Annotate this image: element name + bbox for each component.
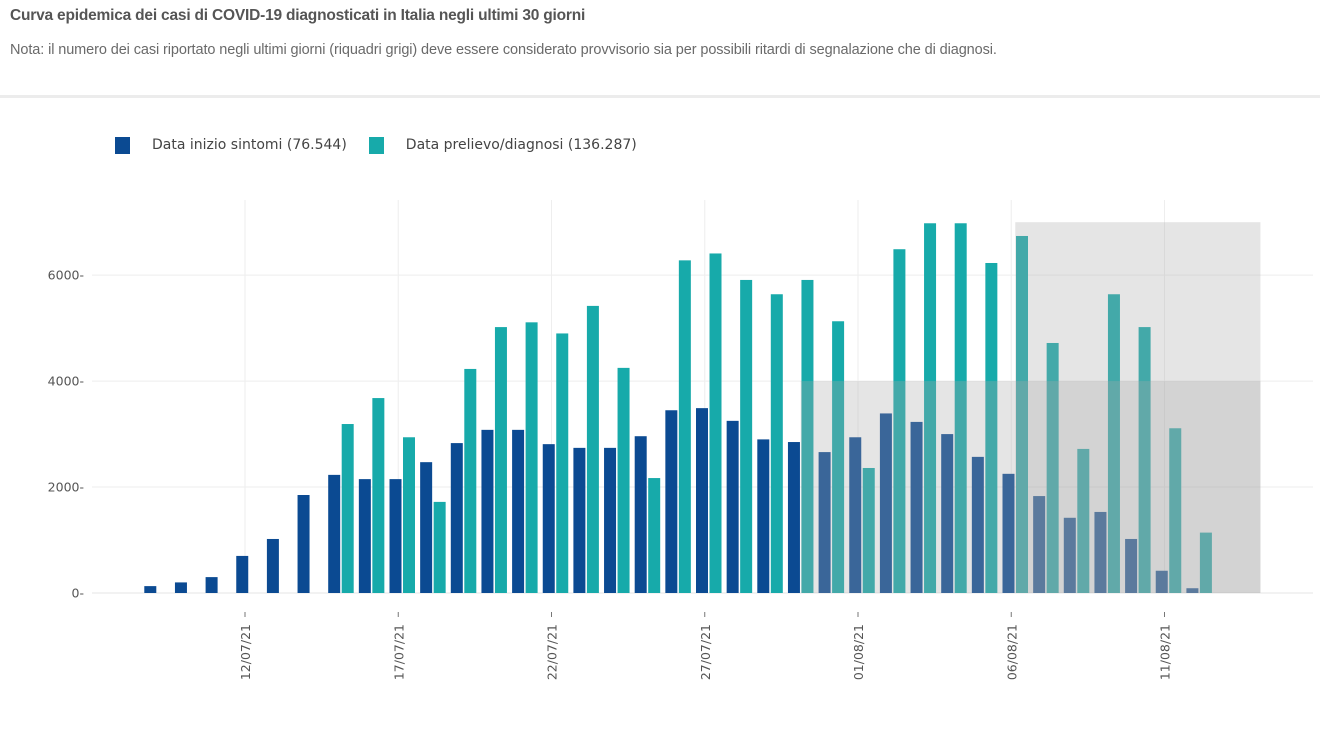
- legend-swatch-symptom-onset: [115, 136, 130, 154]
- bar-sampling-diagnosis-01-08-21: [862, 467, 875, 593]
- bar-symptom-onset-13-07-21: [266, 538, 279, 593]
- bar-symptom-onset-03-08-21: [910, 421, 923, 593]
- x-tick-label: 11/08/21: [1158, 624, 1173, 680]
- x-tick-label: 12/07/21: [238, 624, 253, 680]
- bar-sampling-diagnosis-10-08-21: [1138, 327, 1151, 593]
- bar-sampling-diagnosis-04-08-21: [954, 223, 967, 593]
- bar-symptom-onset-22-07-21: [542, 444, 555, 593]
- bar-sampling-diagnosis-29-07-21: [770, 294, 783, 593]
- x-tick-label: 01/08/21: [851, 624, 866, 680]
- bar-sampling-diagnosis-22-07-21: [556, 333, 569, 593]
- bar-symptom-onset-12-08-21: [1186, 588, 1199, 593]
- y-tick-label: 2000-: [48, 480, 84, 495]
- bar-sampling-diagnosis-28-07-21: [740, 279, 753, 593]
- bar-symptom-onset-27-07-21: [696, 408, 708, 593]
- x-tick-label: 17/07/21: [391, 624, 406, 680]
- y-axis-ticks: 0- 2000- 4000- 6000-: [48, 268, 84, 601]
- bar-sampling-diagnosis-30-07-21: [801, 279, 814, 593]
- bar-symptom-onset-02-08-21: [879, 413, 892, 593]
- bar-symptom-onset-31-07-21: [818, 452, 831, 593]
- bar-symptom-onset-26-07-21: [665, 410, 678, 593]
- y-tick-label: 4000-: [48, 374, 84, 389]
- bar-symptom-onset-11-08-21: [1155, 570, 1168, 593]
- bar-sampling-diagnosis-16-07-21: [372, 398, 385, 593]
- provisional-region-2: [1015, 222, 1261, 593]
- x-tick-label: 27/07/21: [698, 624, 713, 680]
- bar-sampling-diagnosis-23-07-21: [586, 305, 599, 593]
- bar-symptom-onset-25-07-21: [634, 436, 647, 593]
- bar-sampling-diagnosis-31-07-21: [832, 321, 845, 593]
- chart-header: Curva epidemica dei casi di COVID-19 dia…: [0, 0, 1320, 96]
- bar-symptom-onset-17-07-21: [389, 479, 402, 593]
- bar-sampling-diagnosis-11-08-21: [1169, 428, 1182, 593]
- chart-note: Nota: il numero dei casi riportato negli…: [10, 42, 997, 58]
- bar-symptom-onset-21-07-21: [512, 429, 525, 593]
- bar-symptom-onset-04-08-21: [941, 434, 954, 593]
- bar-sampling-diagnosis-19-07-21: [464, 368, 477, 593]
- x-axis-ticks: 12/07/21 17/07/21 22/07/21 27/07/21 01/08/21…: [238, 612, 1173, 680]
- bar-symptom-onset-12-07-21: [236, 555, 249, 593]
- y-tick-label: 6000-: [48, 268, 84, 283]
- bar-sampling-diagnosis-27-07-21: [709, 253, 722, 594]
- bar-symptom-onset-18-07-21: [420, 462, 433, 593]
- bar-symptom-onset-09-08-21: [1094, 511, 1107, 593]
- bar-symptom-onset-01-08-21: [849, 437, 862, 593]
- bar-sampling-diagnosis-02-08-21: [893, 249, 906, 593]
- bar-symptom-onset-15-07-21: [328, 474, 341, 593]
- chart-title: Curva epidemica dei casi di COVID-19 dia…: [10, 7, 586, 24]
- legend-swatch-sampling-diagnosis: [368, 136, 384, 154]
- bar-sampling-diagnosis-25-07-21: [648, 478, 661, 593]
- bar-symptom-onset-23-07-21: [573, 447, 586, 593]
- bar-symptom-onset-05-08-21: [971, 456, 984, 593]
- bar-symptom-onset-07-08-21: [1033, 496, 1046, 593]
- bar-symptom-onset-10-07-21: [174, 582, 187, 593]
- bar-sampling-diagnosis-21-07-21: [525, 322, 538, 593]
- legend-item-sampling-diagnosis[interactable]: Data prelievo/diagnosi (136.287): [368, 136, 637, 154]
- bar-sampling-diagnosis-24-07-21: [617, 367, 630, 593]
- legend-item-symptom-onset[interactable]: Data inizio sintomi (76.544): [115, 136, 347, 154]
- provisional-shaded-regions: [800, 222, 1261, 593]
- provisional-region-1: [800, 381, 1261, 593]
- bar-sampling-diagnosis-08-08-21: [1077, 448, 1090, 593]
- bar-sampling-diagnosis-12-08-21: [1199, 532, 1212, 593]
- bar-symptom-onset-08-08-21: [1063, 517, 1076, 593]
- bar-symptom-onset-29-07-21: [757, 439, 770, 593]
- x-tick-label: 22/07/21: [545, 624, 560, 680]
- bar-sampling-diagnosis-15-07-21: [341, 424, 354, 593]
- chart-legend: Data inizio sintomi (76.544) Data prelie…: [115, 133, 659, 157]
- bar-symptom-onset-06-08-21: [1002, 473, 1015, 593]
- bar-symptom-onset-24-07-21: [604, 447, 617, 593]
- bar-symptom-onset-11-07-21: [205, 577, 218, 593]
- bar-sampling-diagnosis-26-07-21: [678, 260, 691, 593]
- header-divider: [0, 95, 1320, 98]
- bar-symptom-onset-14-07-21: [297, 495, 310, 593]
- bar-sampling-diagnosis-07-08-21: [1046, 342, 1059, 593]
- bar-sampling-diagnosis-03-08-21: [924, 223, 937, 593]
- bars: [144, 223, 1212, 594]
- x-tick-label: 06/08/21: [1004, 624, 1019, 680]
- bar-sampling-diagnosis-17-07-21: [403, 437, 415, 593]
- bar-sampling-diagnosis-06-08-21: [1016, 235, 1028, 594]
- bar-sampling-diagnosis-05-08-21: [985, 262, 998, 593]
- bar-sampling-diagnosis-09-08-21: [1107, 294, 1120, 593]
- bar-symptom-onset-19-07-21: [450, 443, 463, 593]
- bar-sampling-diagnosis-20-07-21: [494, 327, 507, 593]
- bar-symptom-onset-10-08-21: [1125, 538, 1138, 593]
- bar-sampling-diagnosis-18-07-21: [433, 501, 446, 593]
- legend-label-symptom-onset: Data inizio sintomi (76.544): [152, 137, 347, 153]
- bar-symptom-onset-16-07-21: [358, 479, 371, 593]
- y-tick-label: 0-: [72, 586, 84, 601]
- bar-symptom-onset-30-07-21: [787, 442, 800, 593]
- legend-label-sampling-diagnosis: Data prelievo/diagnosi (136.287): [405, 137, 637, 153]
- bar-symptom-onset-20-07-21: [481, 429, 494, 593]
- bar-symptom-onset-09-07-21: [144, 586, 157, 593]
- bar-symptom-onset-28-07-21: [726, 420, 739, 593]
